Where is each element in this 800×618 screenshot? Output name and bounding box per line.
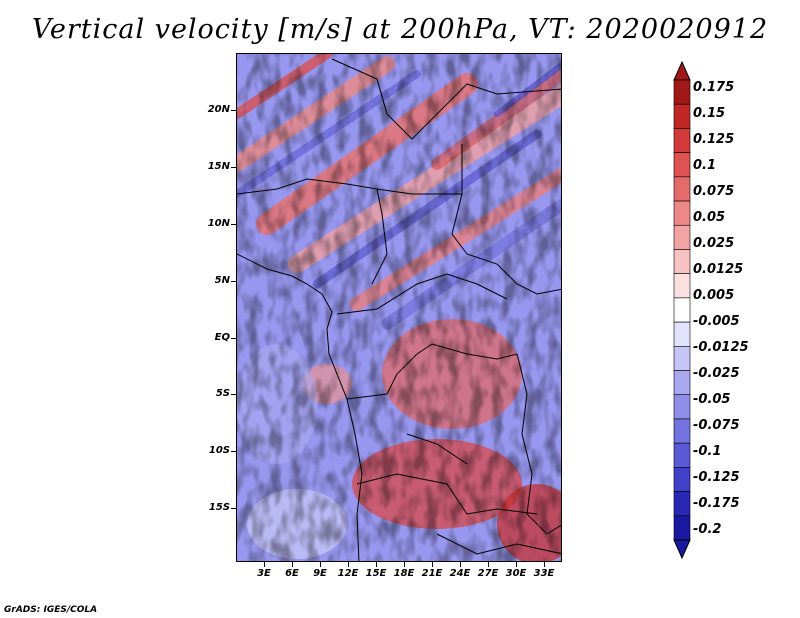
colorbar-label: -0.2 <box>693 522 722 537</box>
colorbar-segment <box>673 467 691 492</box>
lon-tick <box>404 562 405 567</box>
colorbar <box>673 60 691 560</box>
lat-label-10s: 10S <box>208 445 230 456</box>
colorbar-label: -0.05 <box>693 392 731 407</box>
colorbar-label: -0.025 <box>693 366 740 381</box>
colorbar-segment <box>673 515 691 541</box>
colorbar-segment <box>673 442 691 468</box>
colorbar-segment <box>673 273 691 299</box>
lon-label-12e: 12E <box>337 568 359 579</box>
colorbar-segment <box>673 103 691 129</box>
lon-tick <box>544 562 545 567</box>
colorbar-label: -0.075 <box>693 418 740 433</box>
lon-label-21e: 21E <box>421 568 443 579</box>
lat-tick <box>231 110 236 111</box>
lat-label-15n: 15N <box>207 161 230 172</box>
lat-tick <box>231 224 236 225</box>
lat-label-15s: 15S <box>208 502 230 513</box>
lon-tick <box>320 562 321 567</box>
lon-label-15e: 15E <box>365 568 387 579</box>
lon-label-3e: 3E <box>257 568 271 579</box>
colorbar-label: 0.125 <box>693 132 735 147</box>
lat-label-20n: 20N <box>207 104 230 115</box>
lat-label-5s: 5S <box>215 388 230 399</box>
map-plot-area <box>236 53 562 562</box>
colorbar-label: 0.005 <box>693 288 735 303</box>
lon-tick <box>432 562 433 567</box>
colorbar-label: 0.025 <box>693 236 735 251</box>
velocity-field <box>237 54 561 561</box>
colorbar-segments <box>673 60 691 560</box>
colorbar-label: 0.15 <box>693 106 726 121</box>
colorbar-segment <box>673 152 691 178</box>
colorbar-segment <box>673 224 691 250</box>
lon-tick <box>460 562 461 567</box>
lon-tick <box>516 562 517 567</box>
colorbar-label: -0.125 <box>693 470 740 485</box>
colorbar-bottom-arrow <box>673 539 691 560</box>
colorbar-label: 0.0125 <box>693 262 744 277</box>
lat-tick <box>231 167 236 168</box>
colorbar-label: 0.1 <box>693 158 717 173</box>
lat-label-10n: 10N <box>207 218 230 229</box>
lon-label-6e: 6E <box>285 568 299 579</box>
colorbar-segment <box>673 128 691 153</box>
lon-label-24e: 24E <box>449 568 471 579</box>
colorbar-segment <box>673 200 691 226</box>
colorbar-segment <box>673 297 691 323</box>
colorbar-segment <box>673 346 691 371</box>
colorbar-segment <box>673 491 691 517</box>
colorbar-segment <box>673 394 691 420</box>
lat-label-eq: EQ <box>214 332 230 343</box>
lon-tick <box>264 562 265 567</box>
colorbar-label: 0.175 <box>693 80 735 95</box>
lon-label-9e: 9E <box>313 568 327 579</box>
colorbar-label: 0.075 <box>693 184 735 199</box>
lon-label-18e: 18E <box>393 568 415 579</box>
colorbar-segment <box>673 79 691 105</box>
colorbar-segment <box>673 176 691 202</box>
boundaries <box>237 58 561 561</box>
lon-tick <box>292 562 293 567</box>
lat-tick <box>231 394 236 395</box>
colorbar-label: 0.05 <box>693 210 726 225</box>
chart-title: Vertical velocity [m/s] at 200hPa, VT: 2… <box>31 14 769 45</box>
lon-label-30e: 30E <box>505 568 527 579</box>
colorbar-label: -0.1 <box>693 444 722 459</box>
lat-label-5n: 5N <box>214 275 230 286</box>
lon-tick <box>376 562 377 567</box>
lon-label-33e: 33E <box>533 568 555 579</box>
colorbar-label: -0.0125 <box>693 340 749 355</box>
lat-tick <box>231 338 236 339</box>
lat-tick <box>231 281 236 282</box>
footer-credit: GrADS: IGES/COLA <box>4 605 98 615</box>
colorbar-segment <box>673 418 691 444</box>
lon-label-27e: 27E <box>477 568 499 579</box>
colorbar-label: -0.005 <box>693 314 740 329</box>
colorbar-segment <box>673 321 691 347</box>
lon-tick <box>348 562 349 567</box>
lon-tick <box>488 562 489 567</box>
colorbar-top-arrow <box>673 60 691 81</box>
colorbar-label: -0.175 <box>693 496 740 511</box>
colorbar-segment <box>673 249 691 274</box>
lat-tick <box>231 508 236 509</box>
colorbar-segment <box>673 370 691 396</box>
lat-tick <box>231 451 236 452</box>
